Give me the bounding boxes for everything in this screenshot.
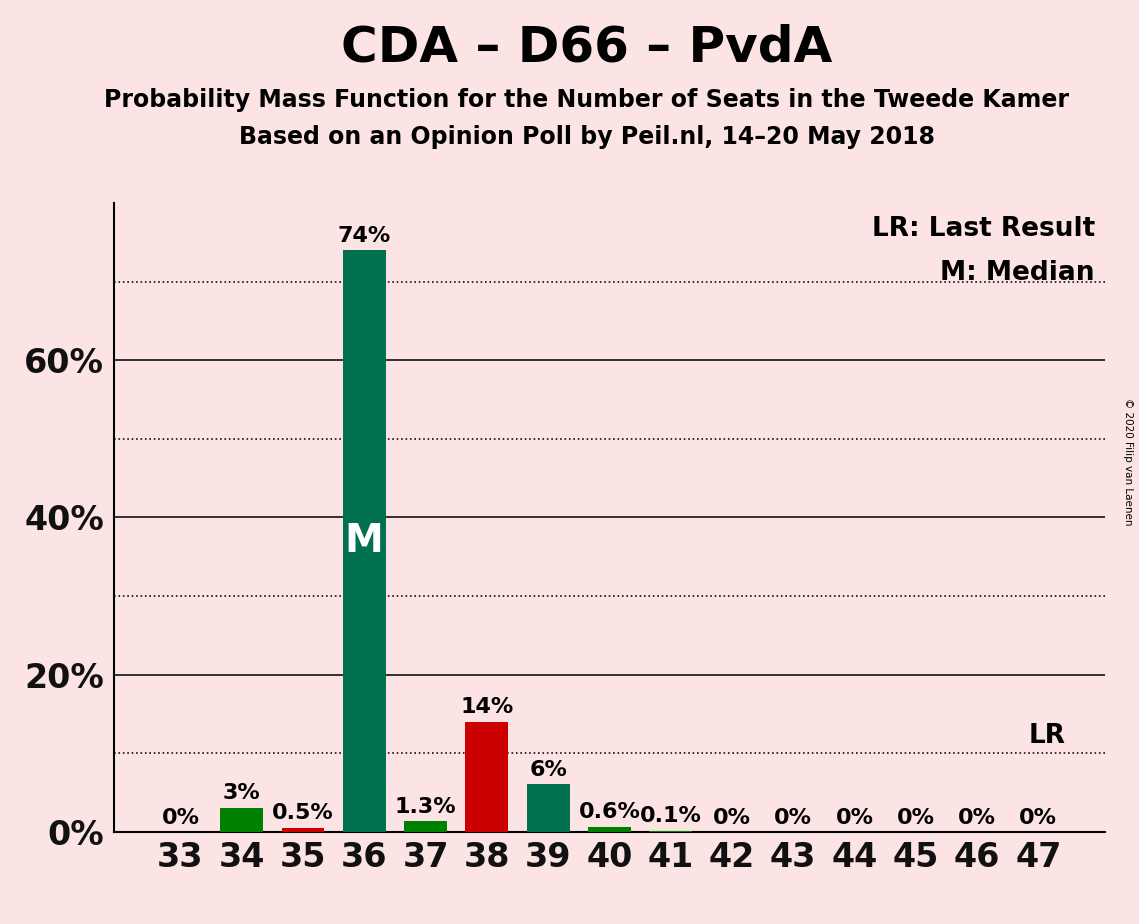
Text: 0%: 0% [162,808,199,829]
Text: 74%: 74% [337,225,391,246]
Bar [466,722,508,832]
Text: 0%: 0% [896,808,935,829]
Text: LR: LR [1029,723,1066,749]
Text: 1.3%: 1.3% [395,796,457,817]
Text: 0.6%: 0.6% [579,802,640,822]
Text: Probability Mass Function for the Number of Seats in the Tweede Kamer: Probability Mass Function for the Number… [104,88,1070,112]
Text: 0%: 0% [836,808,874,829]
Text: 6%: 6% [530,760,567,780]
Bar [220,808,263,832]
Text: 0%: 0% [713,808,751,829]
Text: 0%: 0% [775,808,812,829]
Bar [404,821,446,832]
Text: M: Median: M: Median [941,260,1095,286]
Text: CDA – D66 – PvdA: CDA – D66 – PvdA [341,23,833,71]
Text: Based on an Opinion Poll by Peil.nl, 14–20 May 2018: Based on an Opinion Poll by Peil.nl, 14–… [238,125,935,149]
Text: 0.5%: 0.5% [272,803,334,823]
Text: LR: Last Result: LR: Last Result [871,216,1095,242]
Text: 0%: 0% [958,808,997,829]
Bar [343,250,386,832]
Text: 14%: 14% [460,697,514,717]
Text: 3%: 3% [223,784,261,803]
Bar [526,784,570,832]
Text: 0%: 0% [1019,808,1057,829]
Text: M: M [345,522,384,560]
Bar [588,827,631,832]
Text: 0.1%: 0.1% [640,806,702,826]
Bar [281,828,325,832]
Text: © 2020 Filip van Laenen: © 2020 Filip van Laenen [1123,398,1133,526]
